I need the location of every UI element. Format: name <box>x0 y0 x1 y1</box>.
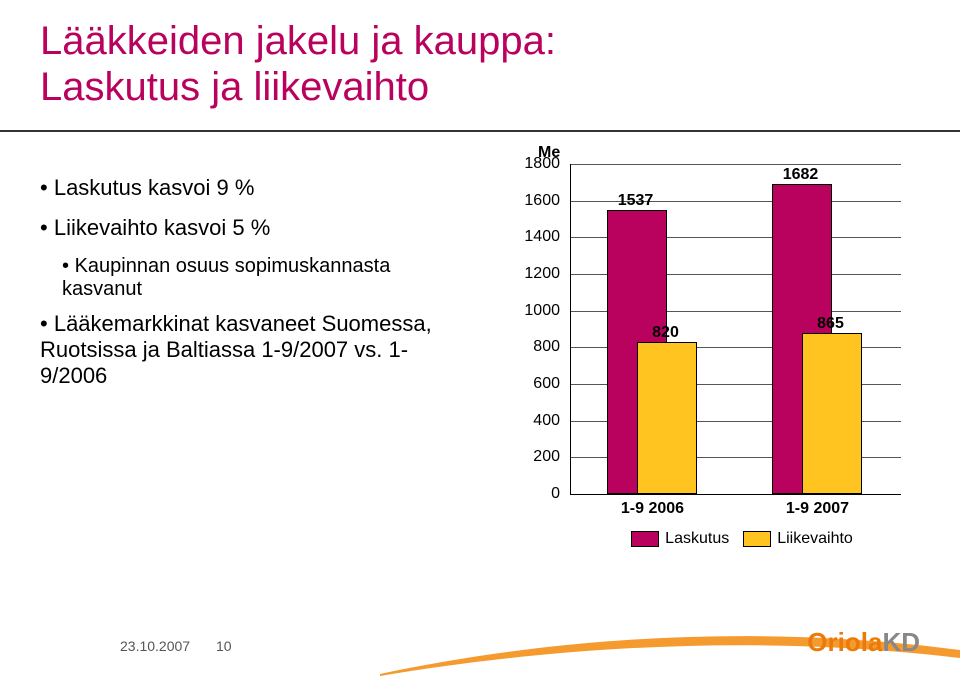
y-tick-label: 800 <box>500 338 560 356</box>
title-underline <box>0 130 960 132</box>
title-line-1: Lääkkeiden jakelu ja kauppa: <box>40 19 556 63</box>
logo-suffix: KD <box>882 627 920 657</box>
chart-plot-area: 1537 820 1682 865 <box>570 164 901 495</box>
legend-label: Laskutus <box>665 530 729 547</box>
title-line-2: Laskutus ja liikevaihto <box>40 65 429 109</box>
x-tick-label: 1-9 2007 <box>758 500 878 518</box>
chart-legend: Laskutus Liikevaihto <box>570 530 900 548</box>
bar-liikevaihto-0 <box>637 342 697 494</box>
footer-page: 10 <box>216 638 232 654</box>
footer-date: 23.10.2007 <box>120 638 190 654</box>
y-tick-label: 400 <box>500 412 560 430</box>
bullet-3: Lääkemarkkinat kasvaneet Suomessa, Ruots… <box>40 311 470 389</box>
bullet-list: Laskutus kasvoi 9 % Liikevaihto kasvoi 5… <box>40 175 470 403</box>
legend-label: Liikevaihto <box>777 530 853 547</box>
logo-text: Oriola <box>807 627 882 657</box>
bullet-2a: Kaupinnan osuus sopimuskannasta kasvanut <box>62 255 470 301</box>
logo: OriolaKD <box>807 627 920 658</box>
bullet-1: Laskutus kasvoi 9 % <box>40 175 470 201</box>
y-tick-label: 1200 <box>500 265 560 283</box>
revenue-chart: Me 15378201682865 LaskutusLiikevaihto 02… <box>500 150 920 550</box>
bar-value-label: 865 <box>791 315 871 333</box>
bar-value-label: 1682 <box>761 166 841 184</box>
bullet-2: Liikevaihto kasvoi 5 % <box>40 215 470 241</box>
x-tick-label: 1-9 2006 <box>593 500 713 518</box>
y-tick-label: 1600 <box>500 192 560 210</box>
y-tick-label: 1800 <box>500 155 560 173</box>
y-tick-label: 200 <box>500 448 560 466</box>
y-tick-label: 600 <box>500 375 560 393</box>
bar-value-label: 1537 <box>596 192 676 210</box>
y-tick-label: 1000 <box>500 302 560 320</box>
y-tick-label: 1400 <box>500 228 560 246</box>
y-tick-label: 0 <box>500 485 560 503</box>
legend-swatch <box>631 531 659 547</box>
bar-liikevaihto-1 <box>802 333 862 494</box>
gridline <box>571 164 901 165</box>
legend-swatch <box>743 531 771 547</box>
slide-title: Lääkkeiden jakelu ja kauppa: Laskutus ja… <box>40 18 920 110</box>
bar-value-label: 820 <box>626 324 706 342</box>
